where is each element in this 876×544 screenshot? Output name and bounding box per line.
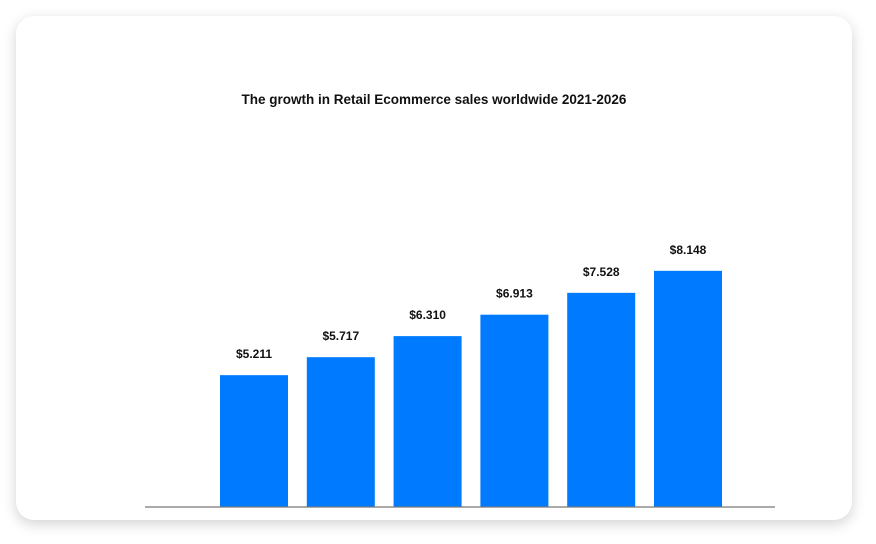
data-label: $6.310 xyxy=(409,308,446,322)
bar-2021 xyxy=(220,375,288,507)
data-label: $5.717 xyxy=(322,329,359,343)
bar-2022 xyxy=(306,357,375,507)
bar-2026 xyxy=(654,270,722,507)
chart-title: The growth in Retail Ecommerce sales wor… xyxy=(241,92,627,107)
bar-2023 xyxy=(393,336,462,507)
data-label: $8.148 xyxy=(670,243,707,257)
bar-2024 xyxy=(480,314,549,507)
data-label: $7.528 xyxy=(583,265,620,279)
data-label: $5.211 xyxy=(236,347,272,361)
data-label: $6.913 xyxy=(496,287,533,301)
bar-2025 xyxy=(567,292,636,507)
